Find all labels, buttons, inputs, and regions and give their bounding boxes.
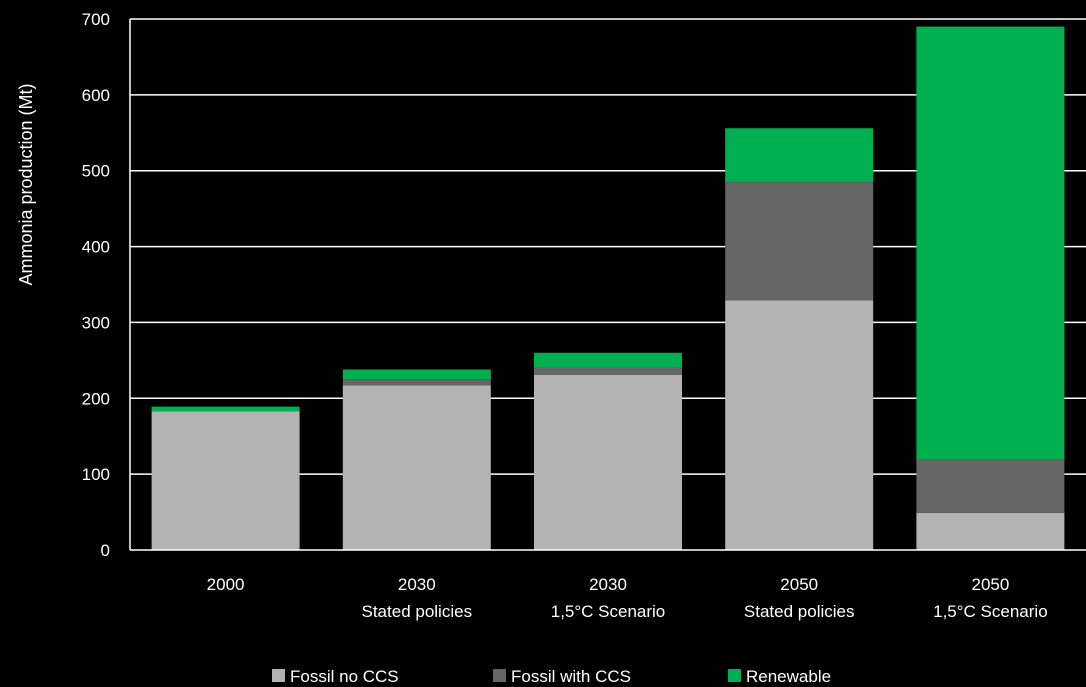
legend-swatch-2 — [728, 669, 741, 682]
y-tick-label-300: 300 — [82, 313, 110, 332]
x-tick-label-3-0: 2050 — [780, 575, 818, 594]
bar-fossil-no-ccs-2 — [534, 374, 682, 550]
bar-renewable-2 — [534, 352, 682, 368]
legend: Fossil no CCS Fossil with CCS Renewable — [272, 667, 831, 686]
bar-renewable-1 — [342, 369, 491, 380]
y-tick-labels: 0 100 200 300 400 500 600 700 — [82, 10, 110, 560]
x-tick-label-1-0: 2030 — [398, 575, 436, 594]
legend-label-0: Fossil no CCS — [290, 667, 399, 686]
y-tick-label-200: 200 — [82, 389, 110, 408]
x-tick-label-4-0: 2050 — [971, 575, 1009, 594]
y-tick-label-600: 600 — [82, 86, 110, 105]
y-tick-label-500: 500 — [82, 162, 110, 181]
legend-label-2: Renewable — [746, 667, 831, 686]
bar-fossil-with-ccs-2 — [534, 367, 682, 375]
bar-fossil-no-ccs-4 — [916, 512, 1065, 550]
y-axis-title: Ammonia production (Mt) — [16, 83, 36, 285]
x-tick-label-2-1: 1,5°C Scenario — [551, 602, 666, 621]
legend-swatch-1 — [493, 669, 506, 682]
y-tick-label-700: 700 — [82, 10, 110, 29]
legend-label-1: Fossil with CCS — [511, 667, 631, 686]
bar-fossil-with-ccs-4 — [916, 458, 1065, 513]
x-tick-label-2-0: 2030 — [589, 575, 627, 594]
y-tick-label-100: 100 — [82, 465, 110, 484]
x-tick-label-3-1: Stated policies — [744, 602, 855, 621]
bars — [151, 26, 1065, 550]
legend-swatch-0 — [272, 669, 285, 682]
bar-renewable-0 — [151, 406, 300, 412]
bar-fossil-with-ccs-3 — [725, 182, 874, 301]
bar-fossil-no-ccs-1 — [342, 385, 491, 550]
bar-fossil-no-ccs-0 — [151, 411, 300, 550]
x-tick-label-0-0: 2000 — [207, 575, 245, 594]
x-tick-label-4-1: 1,5°C Scenario — [933, 602, 1048, 621]
gridlines — [130, 18, 1086, 475]
x-tick-label-1-1: Stated policies — [362, 602, 473, 621]
bar-fossil-with-ccs-1 — [342, 379, 491, 386]
y-tick-label-400: 400 — [82, 238, 110, 257]
x-tick-labels: 2000 2030 Stated policies 2030 1,5°C Scenari… — [207, 575, 1048, 621]
bar-renewable-4 — [916, 26, 1065, 459]
bar-fossil-no-ccs-3 — [725, 300, 874, 550]
y-tick-label-0: 0 — [101, 541, 110, 560]
bar-renewable-3 — [725, 128, 874, 183]
